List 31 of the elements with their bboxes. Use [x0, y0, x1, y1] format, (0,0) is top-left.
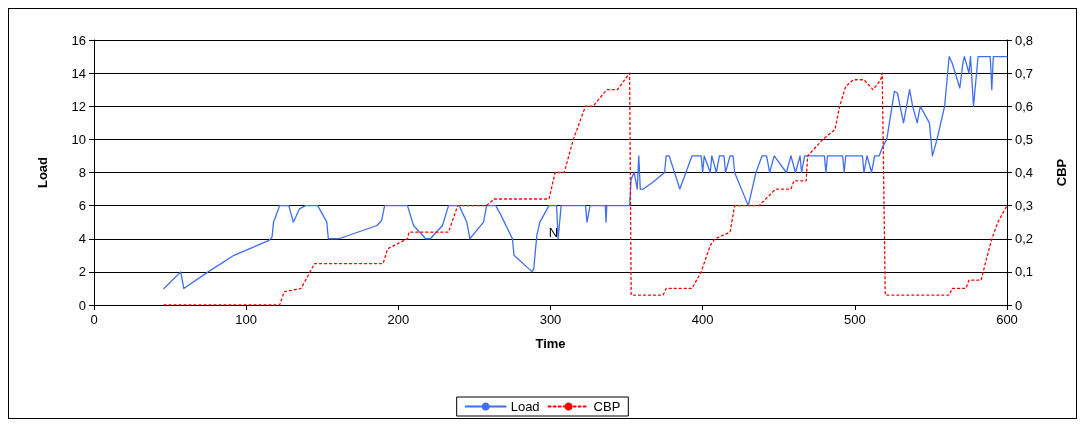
y-tick-label: 16 [71, 32, 86, 48]
y2-tick-label: 0,1 [1015, 264, 1034, 280]
x-tick-label: 400 [691, 312, 714, 327]
x-tick-label: 500 [843, 312, 866, 327]
y2-tick-label: 0,4 [1015, 165, 1034, 180]
y-tick-label: 8 [78, 165, 86, 180]
x-tick-label: 0 [90, 312, 98, 327]
y-tick-label: 14 [71, 65, 86, 81]
x-axis-title: Time [535, 336, 566, 351]
y-tick-label: 0 [78, 297, 86, 313]
y-tick-label: 6 [78, 198, 86, 214]
x-tick-label: 300 [539, 312, 562, 327]
legend-label: CBP [593, 399, 621, 414]
legend-label: Load [510, 399, 540, 414]
x-tick-label: 600 [996, 312, 1018, 327]
y-tick-label: 4 [78, 231, 86, 247]
y2-axis-title: CBP [1054, 158, 1069, 187]
y-axis-title: Load [35, 156, 50, 189]
x-tick-label: 100 [235, 312, 258, 327]
y2-tick-label: 0,7 [1015, 65, 1034, 81]
y-tick-label: 2 [78, 264, 86, 280]
y2-tick-label: 0,6 [1015, 98, 1034, 114]
y2-tick-label: 0,2 [1015, 231, 1034, 247]
y2-tick-label: 0 [1015, 297, 1023, 313]
y-tick-label: 12 [71, 98, 86, 114]
annotation: N [548, 224, 559, 240]
y2-tick-label: 0,5 [1015, 131, 1034, 147]
y2-tick-label: 0,8 [1015, 32, 1034, 48]
x-tick-label: 200 [387, 312, 410, 327]
y2-tick-label: 0,3 [1015, 198, 1034, 214]
y-tick-label: 10 [71, 131, 86, 147]
